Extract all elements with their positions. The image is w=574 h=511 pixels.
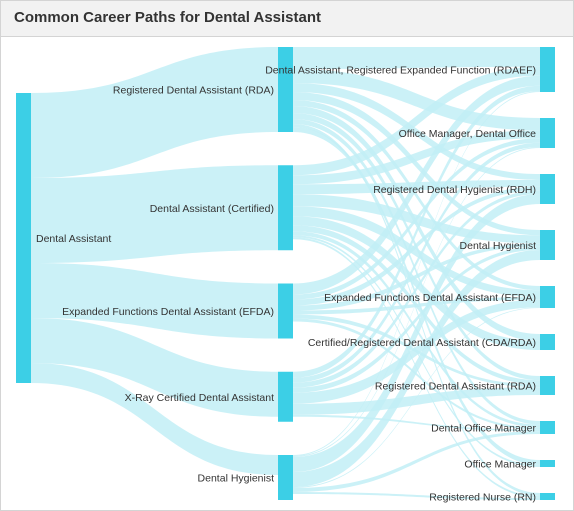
flow-registered-dental-assistant-rda-to-expanded-functions-dental-assistant-efda[interactable] (293, 100, 540, 291)
flow-dental-hygienist-to-dental-assistant-registered-expanded-function-rdaef[interactable] (293, 91, 540, 456)
flow-x-ray-certified-dental-assistant-to-registered-dental-assistant-rda[interactable] (293, 387, 540, 415)
node-label-certified-registered-dental-assistant-cda-rda-target: Certified/Registered Dental Assistant (C… (308, 337, 536, 349)
flow-expanded-functions-dental-assistant-efda-to-dental-hygienist[interactable] (293, 243, 540, 311)
flow-dental-assistant-to-dental-assistant-certified[interactable] (31, 165, 278, 263)
flow-registered-dental-assistant-rda-to-dental-assistant-registered-expanded-function-rdaef[interactable] (293, 47, 540, 69)
node-x-ray-certified-dental-assistant[interactable] (278, 371, 293, 422)
labels-layer: Dental Assistant Registered Dental Assist… (36, 65, 537, 504)
flow-expanded-functions-dental-assistant-efda-to-expanded-functions-dental-assistant-efda[interactable] (293, 297, 540, 315)
card-title: Common Career Paths for Dental Assistant (14, 9, 322, 26)
flow-x-ray-certified-dental-assistant-to-registered-dental-hygienist-rdh[interactable] (293, 190, 540, 388)
flow-x-ray-certified-dental-assistant-to-dental-office-manager[interactable] (293, 414, 540, 432)
node-label-dental-office-manager-target: Dental Office Manager (431, 423, 536, 435)
node-registered-dental-hygienist-rdh-target[interactable] (540, 174, 555, 204)
node-label-office-manager-dental-office-target: Office Manager, Dental Office (399, 128, 537, 140)
flow-registered-dental-assistant-rda-to-dental-office-manager[interactable] (293, 119, 540, 425)
node-label-dental-hygienist: Dental Hygienist (198, 473, 275, 485)
flow-expanded-functions-dental-assistant-efda-to-office-manager-dental-office[interactable] (293, 138, 540, 300)
flow-x-ray-certified-dental-assistant-to-office-manager-dental-office[interactable] (293, 142, 540, 383)
node-dental-hygienist[interactable] (278, 455, 293, 500)
node-label-expanded-functions-dental-assistant-efda: Expanded Functions Dental Assistant (EFD… (62, 306, 274, 318)
node-label-expanded-functions-dental-assistant-efda-target: Expanded Functions Dental Assistant (EFD… (324, 292, 536, 304)
flow-registered-dental-assistant-rda-to-office-manager[interactable] (293, 127, 540, 465)
node-dental-assistant[interactable] (16, 93, 31, 383)
flow-dental-hygienist-to-registered-nurse-rn[interactable] (293, 492, 540, 500)
flow-registered-dental-assistant-rda-to-registered-nurse-rn[interactable] (293, 124, 540, 496)
node-label-registered-dental-assistant-rda-target: Registered Dental Assistant (RDA) (375, 381, 536, 393)
flow-expanded-functions-dental-assistant-efda-to-dental-office-manager[interactable] (293, 318, 540, 430)
flow-dental-assistant-to-dental-hygienist[interactable] (31, 363, 278, 475)
flow-dental-hygienist-to-dental-hygienist[interactable] (293, 250, 540, 487)
node-label-x-ray-certified-dental-assistant: X-Ray Certified Dental Assistant (125, 392, 274, 404)
node-dental-hygienist-target[interactable] (540, 230, 555, 260)
node-certified-registered-dental-assistant-cda-rda-target[interactable] (540, 334, 555, 350)
flow-dental-hygienist-to-registered-dental-hygienist-rdh[interactable] (293, 194, 540, 472)
flow-dental-hygienist-to-dental-office-manager[interactable] (293, 431, 540, 492)
flow-dental-assistant-certified-to-certified-registered-dental-assistant-cda-rda[interactable] (293, 216, 540, 350)
node-label-registered-dental-assistant-rda: Registered Dental Assistant (RDA) (113, 85, 274, 97)
node-label-registered-dental-hygienist-rdh-target: Registered Dental Hygienist (RDH) (373, 184, 536, 196)
nodes-layer (16, 47, 555, 500)
node-label-dental-assistant-certified: Dental Assistant (Certified) (150, 203, 274, 215)
flow-x-ray-certified-dental-assistant-to-dental-assistant-registered-expanded-function-rdaef[interactable] (293, 85, 540, 378)
node-office-manager-dental-office-target[interactable] (540, 118, 555, 148)
flow-registered-dental-assistant-rda-to-dental-hygienist[interactable] (293, 92, 540, 236)
flow-dental-assistant-certified-to-dental-assistant-registered-expanded-function-rdaef[interactable] (293, 66, 540, 176)
node-dental-assistant-certified[interactable] (278, 165, 293, 251)
flow-registered-dental-assistant-rda-to-registered-dental-hygienist-rdh[interactable] (293, 83, 540, 180)
flow-x-ray-certified-dental-assistant-to-dental-hygienist[interactable] (293, 246, 540, 393)
flow-expanded-functions-dental-assistant-efda-to-registered-dental-hygienist-rdh[interactable] (293, 186, 540, 306)
node-registered-dental-assistant-rda-target[interactable] (540, 376, 555, 395)
flow-dental-hygienist-to-expanded-functions-dental-assistant-efda[interactable] (293, 307, 540, 488)
sankey-diagram: Dental Assistant Registered Dental Assist… (16, 47, 555, 504)
flow-x-ray-certified-dental-assistant-to-expanded-functions-dental-assistant-efda[interactable] (293, 299, 540, 404)
flow-dental-hygienist-to-office-manager-dental-office[interactable] (293, 147, 540, 457)
node-expanded-functions-dental-assistant-efda-target[interactable] (540, 286, 555, 308)
flow-dental-assistant-to-expanded-functions-dental-assistant-efda[interactable] (31, 263, 278, 339)
node-dental-office-manager-target[interactable] (540, 421, 555, 434)
node-label-dental-assistant-registered-expanded-function-rdaef-target: Dental Assistant, Registered Expanded Fu… (265, 65, 536, 77)
links-layer (31, 47, 540, 500)
node-label-dental-assistant: Dental Assistant (36, 233, 111, 245)
card-header: Common Career Paths for Dental Assistant (1, 1, 573, 37)
node-expanded-functions-dental-assistant-efda[interactable] (278, 283, 293, 339)
flow-dental-assistant-certified-to-expanded-functions-dental-assistant-efda[interactable] (293, 206, 540, 297)
flow-expanded-functions-dental-assistant-efda-to-dental-assistant-registered-expanded-function-rdaef[interactable] (293, 75, 540, 295)
node-label-office-manager-target: Office Manager (464, 459, 536, 471)
node-label-registered-nurse-rn-target: Registered Nurse (RN) (429, 492, 536, 504)
flow-dental-assistant-to-registered-dental-assistant-rda[interactable] (31, 47, 278, 178)
flow-dental-assistant-certified-to-office-manager-dental-office[interactable] (293, 130, 540, 185)
node-registered-dental-assistant-rda[interactable] (278, 47, 293, 132)
flow-registered-dental-assistant-rda-to-office-manager-dental-office[interactable] (293, 69, 540, 131)
flow-dental-assistant-to-x-ray-certified-dental-assistant[interactable] (31, 318, 278, 417)
node-label-dental-hygienist-target: Dental Hygienist (460, 240, 537, 252)
node-dental-assistant-registered-expanded-function-rdaef-target[interactable] (540, 47, 555, 92)
node-registered-nurse-rn-target[interactable] (540, 493, 555, 500)
node-office-manager-target[interactable] (540, 460, 555, 467)
